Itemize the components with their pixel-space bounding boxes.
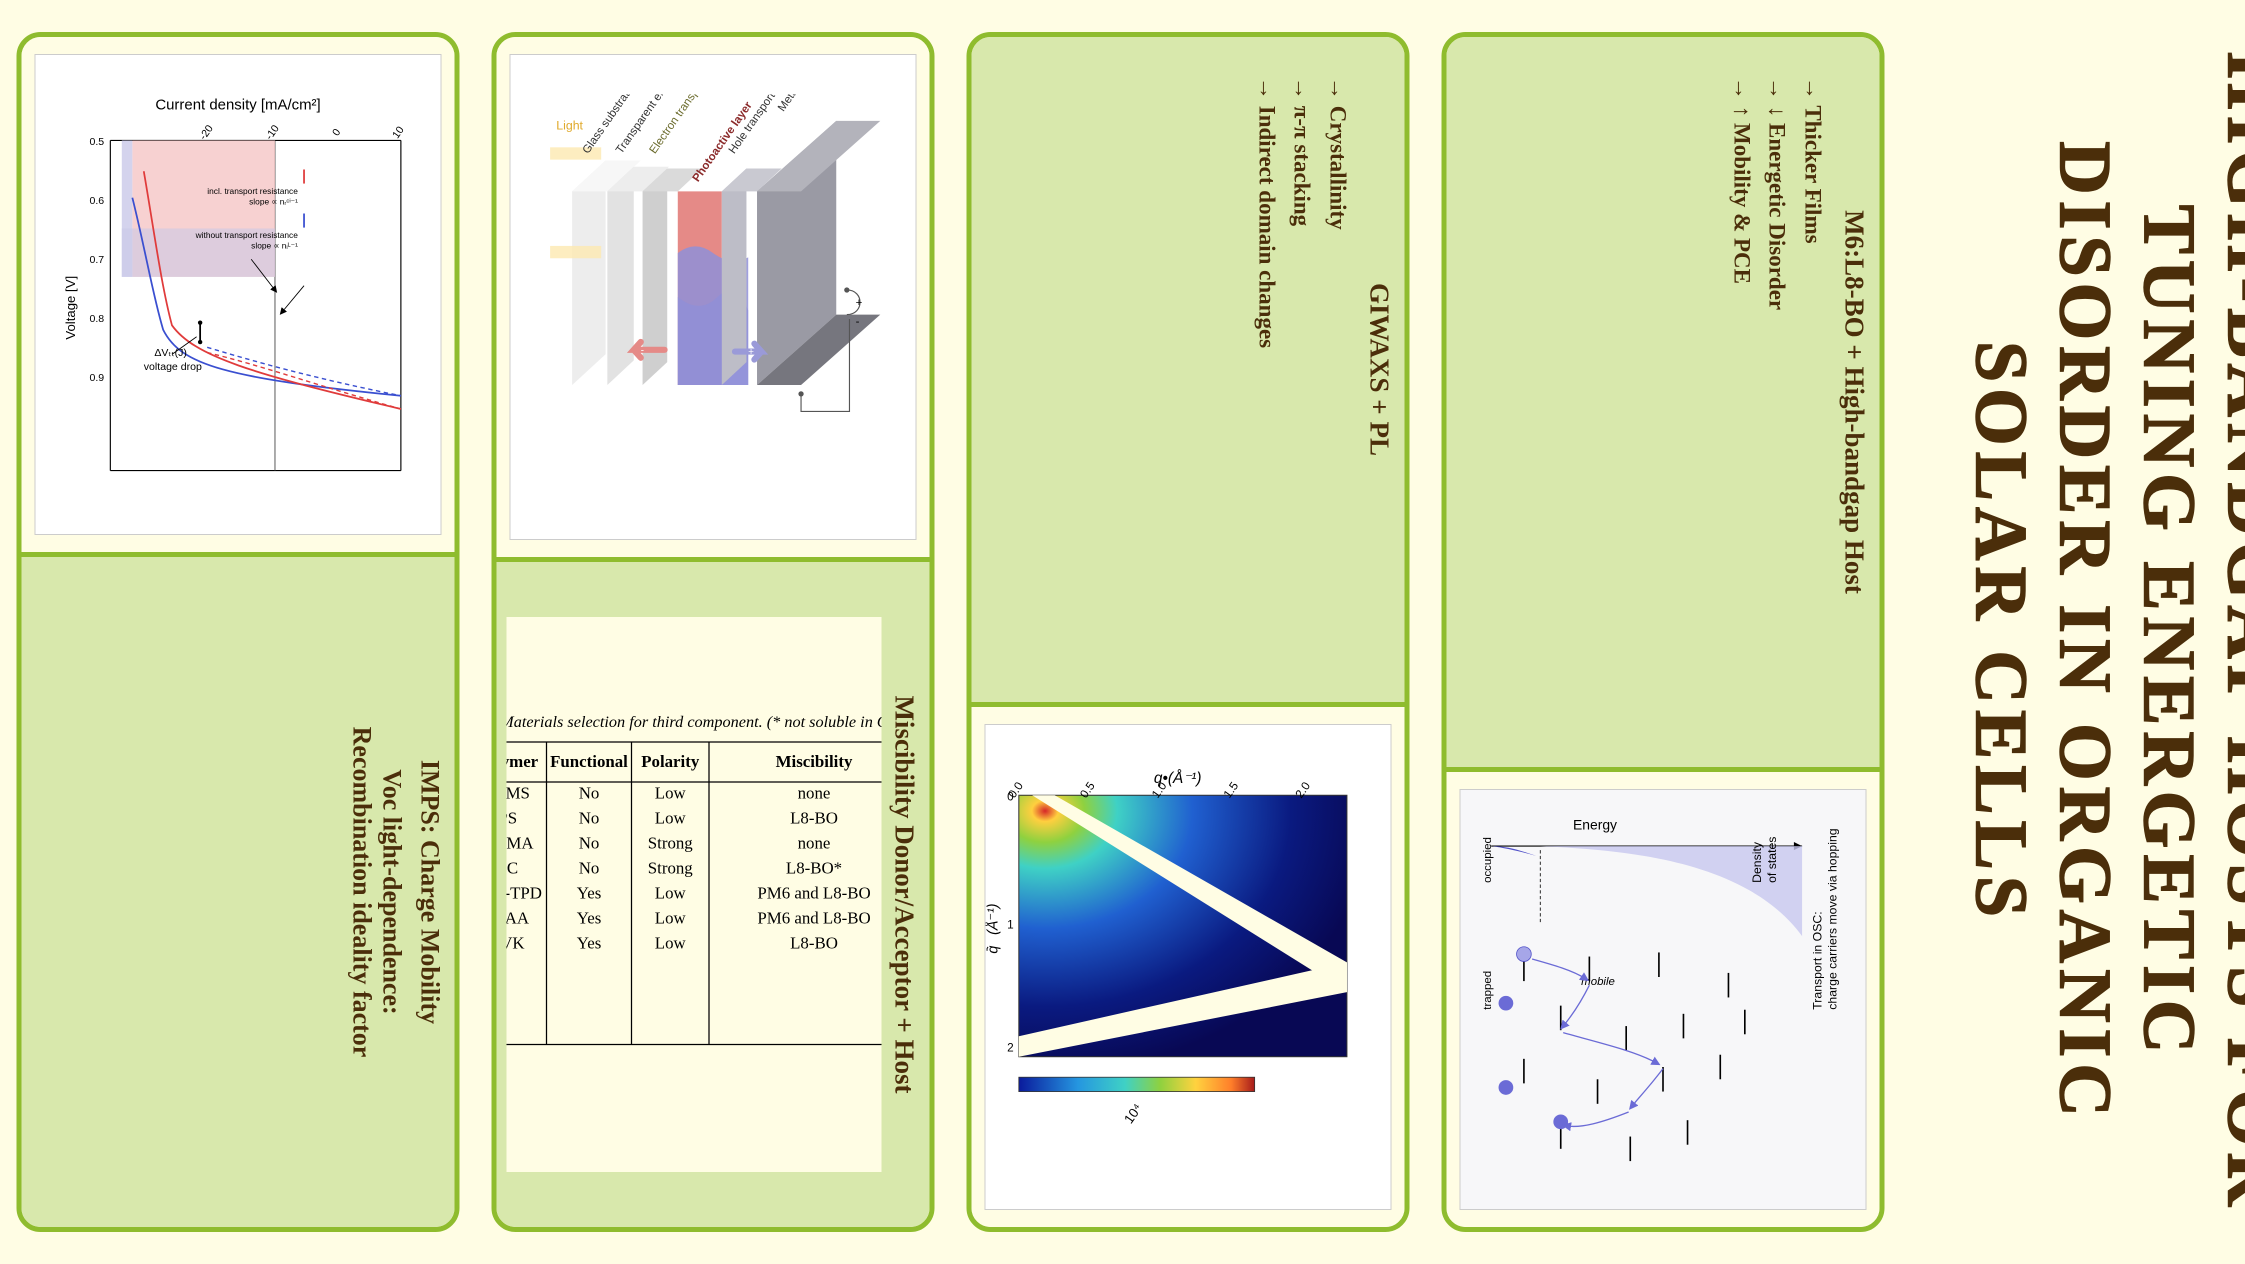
- svg-text:PM6 and L8-BO: PM6 and L8-BO: [757, 908, 870, 927]
- svg-text:+: +: [748, 347, 754, 358]
- svg-text:Metal electrode: Metal electrode: [776, 95, 831, 114]
- svg-text:L8-BO: L8-BO: [790, 808, 838, 827]
- svg-text:q᷆ᷛ(Å⁻¹): q᷆ᷛ(Å⁻¹): [985, 903, 1001, 953]
- svg-text:Poly-TPD: Poly-TPD: [506, 883, 541, 902]
- svg-text:Polarity: Polarity: [641, 752, 700, 771]
- svg-text:none: none: [797, 783, 830, 802]
- svg-text:No: No: [578, 858, 599, 877]
- svg-text:0.5: 0.5: [89, 136, 104, 148]
- svg-text:L8-BO: L8-BO: [790, 933, 838, 952]
- svg-text:voltage drop: voltage drop: [143, 361, 201, 373]
- svg-text:slope ∝ nᵢᴸ⁻¹: slope ∝ nᵢᴸ⁻¹: [251, 241, 298, 251]
- svg-text:trapped: trapped: [1482, 971, 1494, 1010]
- svg-text:none: none: [797, 833, 830, 852]
- svg-text:-10: -10: [263, 123, 282, 142]
- svg-text:Strong: Strong: [647, 858, 693, 877]
- svg-text:+: +: [855, 297, 862, 309]
- svg-text:Yes: Yes: [576, 933, 601, 952]
- svg-text:mobile: mobile: [1581, 976, 1615, 988]
- svg-text:-: -: [640, 345, 643, 356]
- svg-text:0.6: 0.6: [89, 195, 104, 207]
- svg-text:Table I. Materials selection f: Table I. Materials selection for third c…: [506, 713, 881, 731]
- svg-text:2: 2: [1007, 1042, 1014, 1055]
- svg-text:0.9: 0.9: [89, 372, 104, 384]
- svg-text:1: 1: [1007, 919, 1014, 932]
- svg-text:PC: PC: [506, 858, 518, 877]
- svg-text:PS: PS: [506, 808, 517, 827]
- svg-text:-20: -20: [197, 123, 216, 142]
- svg-text:charge carriers move via hoppi: charge carriers move via hopping: [1825, 828, 1839, 1010]
- svg-text:incl. transport resistance: incl. transport resistance: [207, 186, 298, 196]
- svg-text:L8-BO*: L8-BO*: [785, 858, 841, 877]
- svg-text:PTAA: PTAA: [506, 908, 529, 927]
- svg-text:of states: of states: [1764, 837, 1778, 883]
- svg-text:ΔVₜₜ(J): ΔVₜₜ(J): [154, 347, 187, 359]
- svg-text:Energy: Energy: [1573, 817, 1617, 833]
- svg-text:without transport resistance: without transport resistance: [194, 230, 298, 240]
- svg-text:-: -: [855, 316, 859, 328]
- svg-text:slope ∝ nᵣᶜᶤ⁻¹: slope ∝ nᵣᶜᶤ⁻¹: [249, 197, 298, 207]
- svg-text:0.8: 0.8: [89, 313, 104, 325]
- svg-text:10⁴: 10⁴: [1121, 1101, 1145, 1127]
- svg-text:0: 0: [330, 127, 343, 139]
- svg-text:occupied: occupied: [1482, 837, 1494, 883]
- svg-text:Low: Low: [654, 808, 686, 827]
- svg-text:Current density [mA/cm²]: Current density [mA/cm²]: [155, 97, 320, 114]
- svg-text:0.7: 0.7: [89, 254, 104, 266]
- svg-text:No: No: [578, 833, 599, 852]
- svg-text:No: No: [578, 783, 599, 802]
- svg-text:No: No: [578, 808, 599, 827]
- svg-text:Low: Low: [654, 883, 686, 902]
- svg-text:Transport in OSC:: Transport in OSC:: [1810, 911, 1824, 1009]
- svg-text:10: 10: [390, 124, 407, 141]
- svg-text:Yes: Yes: [576, 908, 601, 927]
- svg-text:PMMA: PMMA: [506, 833, 534, 852]
- svg-text:Voltage [V]: Voltage [V]: [63, 276, 78, 340]
- svg-text:Miscibility: Miscibility: [775, 752, 852, 771]
- svg-text:Low: Low: [654, 933, 686, 952]
- svg-text:PAMS: PAMS: [506, 783, 529, 802]
- svg-text:Yes: Yes: [576, 883, 601, 902]
- svg-text:Density: Density: [1750, 841, 1764, 883]
- svg-text:Polymer: Polymer: [506, 752, 538, 771]
- svg-text:0: 0: [1007, 790, 1014, 803]
- svg-text:PM6 and L8-BO: PM6 and L8-BO: [757, 883, 870, 902]
- svg-text:Functional: Functional: [550, 752, 628, 771]
- svg-text:Light: Light: [556, 119, 583, 133]
- svg-text:Low: Low: [654, 908, 686, 927]
- svg-text:Strong: Strong: [647, 833, 693, 852]
- svg-text:Low: Low: [654, 783, 686, 802]
- svg-text:PVK: PVK: [506, 933, 524, 952]
